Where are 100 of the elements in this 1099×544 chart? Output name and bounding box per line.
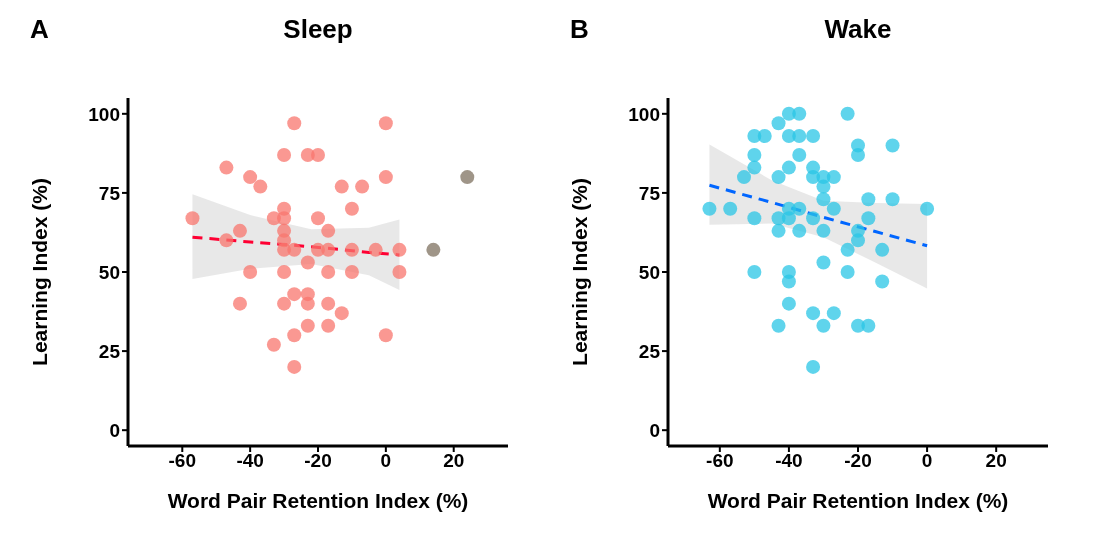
point bbox=[460, 170, 475, 185]
point bbox=[321, 296, 336, 311]
y-tick-label: 100 bbox=[88, 103, 120, 125]
y-axis-title: Learning Index (%) bbox=[28, 178, 52, 366]
point bbox=[781, 211, 796, 226]
point bbox=[287, 287, 302, 302]
point bbox=[287, 328, 302, 343]
x-tick-label: 20 bbox=[985, 450, 1007, 472]
text: A bbox=[30, 14, 49, 45]
point bbox=[392, 242, 407, 257]
x-tick-label: -60 bbox=[168, 450, 197, 472]
point bbox=[287, 242, 302, 257]
point bbox=[334, 306, 349, 321]
text: B bbox=[570, 14, 589, 45]
chart-title: Wake bbox=[823, 14, 893, 45]
point bbox=[816, 255, 831, 270]
x-axis-title: Word Pair Retention Index (%) bbox=[707, 489, 1009, 512]
point bbox=[816, 318, 831, 333]
point bbox=[771, 116, 786, 131]
point bbox=[747, 211, 762, 226]
y-tick-label: 0 bbox=[109, 419, 120, 441]
point bbox=[368, 242, 383, 257]
point bbox=[885, 192, 900, 207]
point bbox=[861, 192, 876, 207]
point bbox=[344, 265, 359, 279]
point bbox=[781, 274, 796, 289]
point bbox=[747, 265, 762, 279]
point bbox=[277, 265, 292, 279]
point bbox=[219, 160, 234, 175]
point bbox=[875, 274, 890, 289]
point bbox=[321, 223, 336, 238]
point bbox=[266, 337, 281, 352]
point bbox=[747, 147, 762, 162]
point bbox=[771, 223, 786, 238]
point bbox=[392, 265, 407, 279]
point bbox=[792, 223, 807, 238]
point bbox=[378, 170, 393, 185]
point bbox=[840, 265, 855, 279]
y-tick-label: 25 bbox=[98, 340, 121, 362]
point bbox=[816, 179, 831, 194]
x-tick-label: 0 bbox=[380, 450, 392, 472]
point bbox=[781, 296, 796, 311]
point bbox=[826, 201, 841, 216]
y-axis-title: Learning Index (%) bbox=[568, 178, 592, 366]
chart-title: Sleep bbox=[282, 14, 354, 45]
point bbox=[792, 128, 807, 143]
point bbox=[840, 242, 855, 257]
point bbox=[232, 296, 247, 311]
point bbox=[185, 211, 200, 226]
point bbox=[792, 147, 807, 162]
point bbox=[771, 170, 786, 185]
point bbox=[287, 359, 302, 374]
point bbox=[757, 128, 772, 143]
point bbox=[861, 318, 876, 333]
x-tick-label: 0 bbox=[921, 450, 933, 472]
point bbox=[826, 306, 841, 321]
y-tick-label: 0 bbox=[649, 419, 660, 441]
point bbox=[321, 242, 336, 257]
point bbox=[806, 359, 821, 374]
x-tick-label: -20 bbox=[844, 450, 872, 472]
point bbox=[321, 265, 336, 279]
point bbox=[861, 211, 876, 226]
x-tick-label: -40 bbox=[775, 450, 803, 472]
point bbox=[321, 318, 336, 333]
y-tick-label: 50 bbox=[638, 261, 660, 283]
line-series bbox=[707, 183, 929, 248]
x-tick-label: 20 bbox=[443, 450, 465, 472]
point bbox=[344, 242, 359, 257]
point bbox=[920, 201, 935, 216]
point bbox=[243, 170, 258, 185]
point bbox=[840, 106, 855, 121]
point bbox=[277, 147, 292, 162]
point bbox=[300, 318, 315, 333]
point bbox=[737, 170, 751, 185]
point bbox=[875, 242, 890, 257]
point bbox=[792, 106, 807, 121]
point bbox=[378, 116, 393, 131]
point bbox=[806, 306, 821, 321]
x-axis-title: Word Pair Retention Index (%) bbox=[167, 489, 469, 512]
point bbox=[816, 192, 831, 207]
point bbox=[300, 255, 315, 270]
point bbox=[243, 265, 258, 279]
point bbox=[344, 201, 359, 216]
y-tick-label: 75 bbox=[98, 182, 121, 204]
y-tick-label: 100 bbox=[628, 103, 660, 125]
x-tick-label: -40 bbox=[236, 450, 264, 472]
point bbox=[792, 201, 807, 216]
point bbox=[851, 147, 865, 162]
point bbox=[426, 242, 441, 257]
point bbox=[723, 201, 738, 216]
point bbox=[219, 233, 234, 248]
point bbox=[771, 318, 786, 333]
point bbox=[702, 201, 717, 216]
point bbox=[806, 128, 821, 143]
point bbox=[300, 296, 315, 311]
point bbox=[378, 328, 393, 343]
point bbox=[885, 138, 900, 153]
point bbox=[287, 116, 302, 131]
point bbox=[806, 211, 821, 226]
y-tick-label: 25 bbox=[638, 340, 661, 362]
